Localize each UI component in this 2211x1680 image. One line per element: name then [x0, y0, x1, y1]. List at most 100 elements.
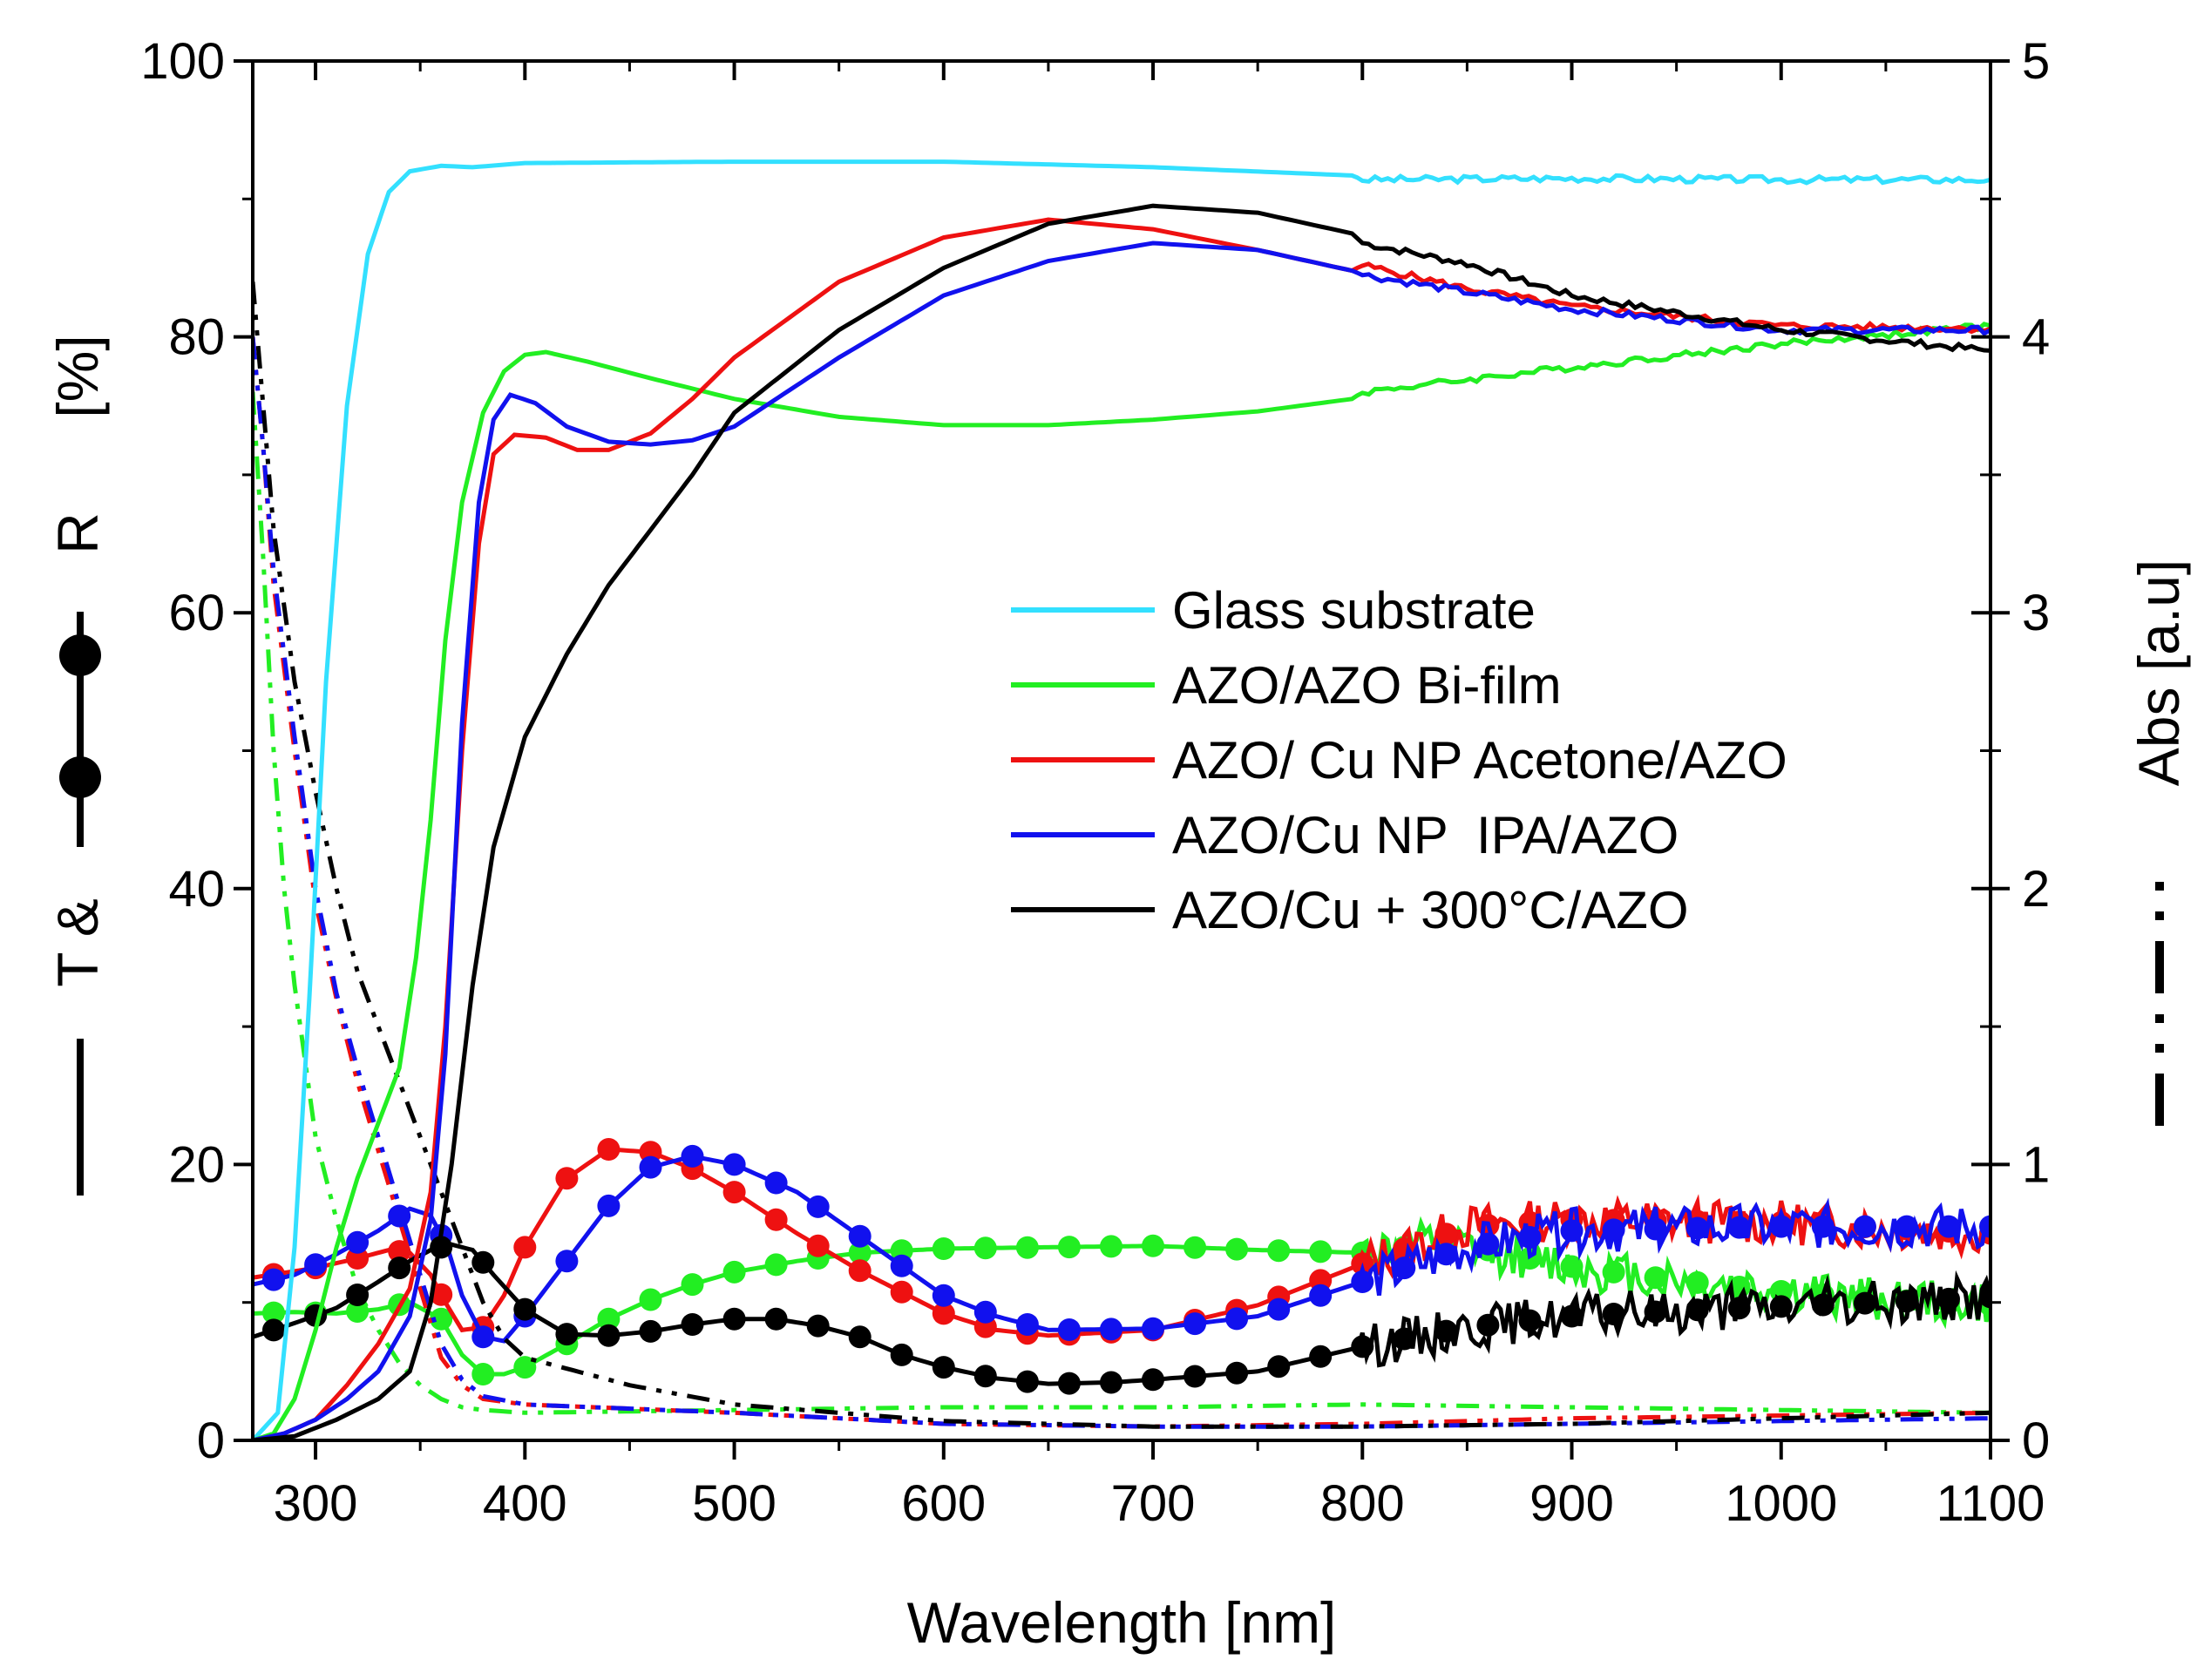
series-2-reflectance-marker [346, 1247, 370, 1270]
series-4-reflectance-marker [1685, 1298, 1709, 1322]
series-3-reflectance-marker [388, 1204, 411, 1228]
series-4-reflectance-marker [513, 1297, 537, 1321]
series-4-reflectance-marker [722, 1307, 746, 1331]
series-3-reflectance-marker [1853, 1215, 1876, 1238]
series-1-reflectance-marker [639, 1288, 662, 1311]
y-right-axis-title: Abs [a.u] [2126, 559, 2191, 1126]
series-4-reflectance-marker [1309, 1345, 1333, 1368]
series-1-reflectance-marker [1015, 1236, 1039, 1259]
series-4-reflectance-marker [1560, 1304, 1584, 1328]
series-4-absorbance-line [253, 281, 1991, 1429]
series-4-reflectance-marker [262, 1318, 285, 1342]
series-4-reflectance-marker [1602, 1303, 1625, 1325]
series-3-transmittance-line [253, 240, 1991, 1440]
series-3-reflectance-marker [1895, 1215, 1918, 1238]
series-3-reflectance-marker [597, 1194, 621, 1217]
series-3-reflectance-marker [1351, 1270, 1374, 1293]
legend-label: AZO/Cu + 300°C/AZO [1172, 881, 1689, 939]
series-4-reflectance-marker [764, 1307, 788, 1331]
y-left-tick-label: 20 [168, 1136, 225, 1193]
series-4-reflectance-marker [555, 1323, 579, 1346]
y-right-axis-ticks: 0 1 2 3 4 5 [1971, 33, 2050, 1469]
series-4-reflectance-marker [1057, 1372, 1081, 1395]
series-3-reflectance-marker [1727, 1216, 1751, 1239]
series-1-reflectance-marker [1100, 1235, 1122, 1258]
series-1-reflectance-marker [1644, 1266, 1667, 1290]
y-right-tick-label: 3 [2022, 585, 2050, 641]
series-2-reflectance-marker [722, 1181, 746, 1204]
x-axis-ticks: 300 400 500 600 700 800 900 1000 1100 [274, 61, 2045, 1532]
series-4-reflectance-marker [1393, 1327, 1416, 1351]
series-3-reflectance-marker [1267, 1297, 1291, 1321]
y-left-title-unit: [%] [45, 335, 110, 417]
legend-label: AZO/ Cu NP Acetone/AZO [1172, 731, 1787, 789]
series-4-reflectance-marker [346, 1284, 370, 1306]
series-1-reflectance-marker [1602, 1260, 1625, 1284]
y-left-axis-title: T & R [%] [45, 335, 110, 1196]
series-2-reflectance-marker [430, 1283, 453, 1306]
series-2-reflectance-marker [806, 1234, 830, 1257]
series-1-reflectance-marker [513, 1356, 537, 1379]
y-right-title-text: Abs [a.u] [2126, 559, 2191, 787]
series-4-reflectance-marker [806, 1314, 830, 1338]
y-left-tick-label: 80 [168, 309, 225, 366]
x-tick-label: 800 [1320, 1475, 1405, 1532]
series-3-reflectance-marker [932, 1284, 955, 1307]
x-tick-label: 700 [1111, 1475, 1196, 1532]
reflectance-marker-symbol-1 [59, 756, 101, 798]
series-4-reflectance-marker [639, 1319, 662, 1343]
series-3-reflectance-marker [1309, 1284, 1333, 1307]
series-4-reflectance-marker [1769, 1295, 1793, 1318]
series-3-reflectance-marker [1142, 1317, 1164, 1340]
series-3-reflectance-marker [1644, 1217, 1667, 1241]
series-1-reflectance-marker [346, 1300, 370, 1323]
series-2-reflectance-marker [848, 1259, 872, 1283]
series-1-transmittance-line [253, 322, 1991, 1440]
y-right-tick-label: 4 [2022, 309, 2050, 366]
series-3-reflectance-marker [973, 1300, 997, 1324]
series-3-reflectance-marker [1769, 1215, 1793, 1238]
series-1-reflectance-marker [1142, 1234, 1164, 1257]
y-right-tick-label: 1 [2022, 1136, 2050, 1193]
series-4-reflectance-marker [932, 1356, 955, 1379]
y-left-title-prefix: T & [45, 898, 110, 986]
series-3-reflectance-marker [764, 1171, 788, 1195]
legend-label: AZO/Cu NP IPA/AZO [1172, 806, 1679, 864]
x-tick-label: 900 [1529, 1475, 1614, 1532]
y-left-title-suffix: R [45, 512, 110, 554]
legend-label: Glass substrate [1172, 581, 1536, 640]
series-1-reflectance-marker [597, 1307, 621, 1331]
y-left-axis-ticks: 0 20 40 60 80 100 [140, 33, 253, 1469]
series-2-reflectance-marker [932, 1302, 955, 1325]
series-4-reflectance-marker [1811, 1293, 1835, 1317]
series-3-reflectance-marker [1937, 1215, 1960, 1238]
series-4-reflectance-marker [1434, 1319, 1458, 1343]
reflectance-marker-symbol-2 [59, 634, 101, 676]
x-tick-label: 600 [901, 1475, 986, 1532]
series-2-reflectance-marker [388, 1240, 411, 1263]
series-1-reflectance-marker [764, 1253, 788, 1277]
series-1-reflectance-marker [722, 1260, 746, 1284]
series-3-reflectance-marker [890, 1254, 913, 1277]
series-4-reflectance-marker [1351, 1335, 1374, 1358]
series-3-reflectance-marker [1979, 1215, 1991, 1238]
series-3-reflectance-marker [1476, 1232, 1500, 1256]
series-3-reflectance-marker [1811, 1215, 1835, 1238]
series-3-reflectance-marker [304, 1253, 328, 1277]
y-left-tick-label: 0 [197, 1412, 225, 1469]
x-tick-label: 1100 [1936, 1475, 2045, 1532]
series-3-reflectance-marker [722, 1153, 746, 1176]
series-1-absorbance-line [253, 391, 1991, 1415]
series-2-transmittance-line [253, 217, 1991, 1440]
series-4-reflectance-marker [471, 1250, 495, 1274]
axes: 300 400 500 600 700 800 900 1000 1100 0204060801… [140, 33, 2050, 1532]
series-1-reflectance-marker [1685, 1270, 1709, 1294]
y-right-tick-label: 5 [2022, 33, 2050, 90]
series-4-reflectance-marker [890, 1343, 913, 1366]
series-1-reflectance-marker [932, 1237, 955, 1260]
y-left-tick-label: 100 [140, 33, 225, 90]
series-1-reflectance-marker [1057, 1236, 1081, 1259]
series-3-reflectance-marker [1685, 1216, 1709, 1240]
series-3-reflectance-marker [1183, 1312, 1207, 1336]
series-3-reflectance-marker [1393, 1257, 1416, 1280]
